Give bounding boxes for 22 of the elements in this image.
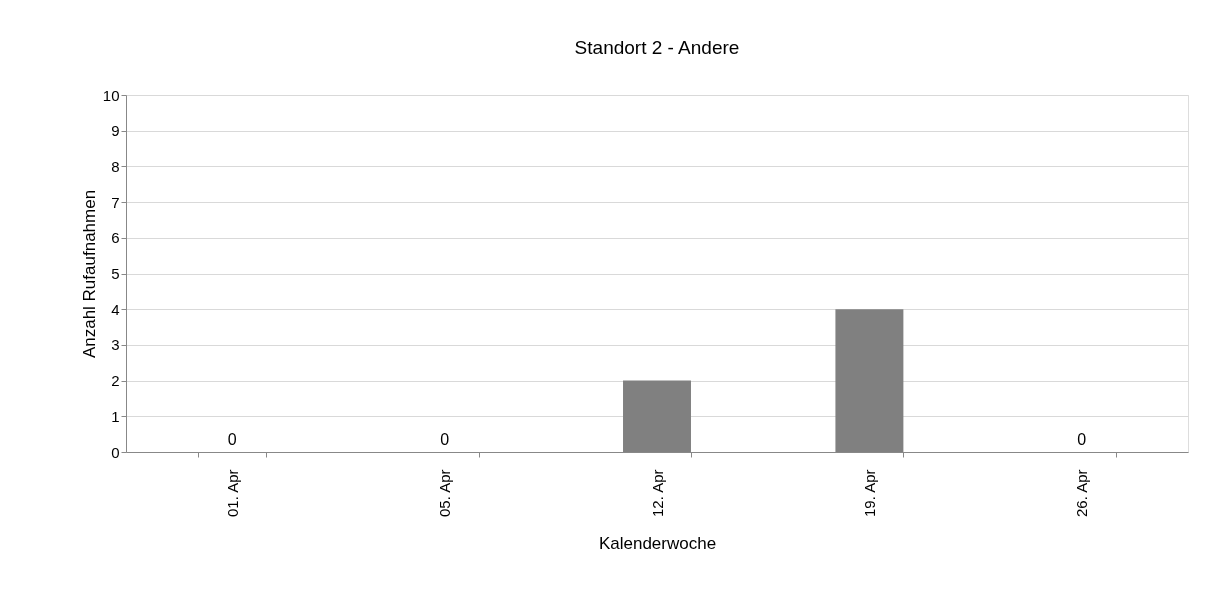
y-tick-label: 0 xyxy=(111,443,120,461)
x-tick-label: 19. Apr xyxy=(860,469,878,518)
y-tick-label: 10 xyxy=(102,86,120,104)
y-tick-label: 5 xyxy=(111,265,120,282)
y-tick-label: 4 xyxy=(111,300,120,318)
y-tick-label: 1 xyxy=(111,407,120,425)
x-tick-label: 01. Apr xyxy=(223,469,241,518)
x-axis-title: Kalenderwoche xyxy=(598,533,717,553)
y-tick-label: 2 xyxy=(111,372,120,390)
data-label: 0 xyxy=(440,431,450,448)
y-tick-label: 6 xyxy=(111,229,120,247)
chart-title: Standort 2 - Andere xyxy=(574,37,740,58)
y-tick-label: 3 xyxy=(111,336,120,354)
y-tick-label: 9 xyxy=(111,122,120,140)
y-tick-label: 8 xyxy=(111,157,120,175)
x-tick-label: 05. Apr xyxy=(436,469,454,518)
data-label: 0 xyxy=(1077,431,1087,448)
x-tick-label: 12. Apr xyxy=(648,469,666,518)
y-tick-label: 7 xyxy=(111,193,120,211)
x-tick-label: 26. Apr xyxy=(1073,469,1091,518)
data-label: 0 xyxy=(227,431,237,448)
y-axis-title: Anzahl Rufaufnahmen xyxy=(79,189,99,359)
